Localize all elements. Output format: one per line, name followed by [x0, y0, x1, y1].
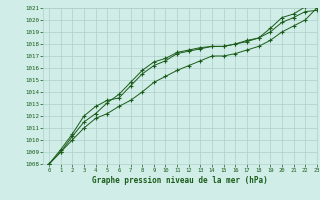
X-axis label: Graphe pression niveau de la mer (hPa): Graphe pression niveau de la mer (hPa): [92, 176, 268, 185]
